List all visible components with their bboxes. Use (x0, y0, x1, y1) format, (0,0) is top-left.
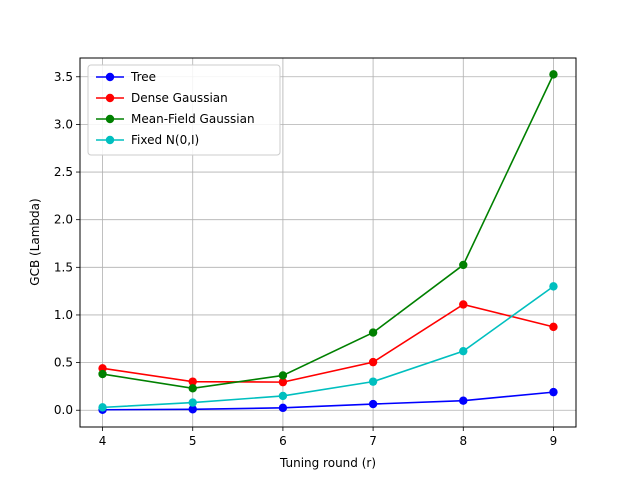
series-3 (98, 282, 558, 412)
series-line (102, 285, 554, 409)
data-point (278, 391, 288, 401)
data-point (368, 399, 378, 409)
data-point (188, 384, 197, 393)
x-tick-label: 8 (459, 434, 467, 448)
series-layer (98, 70, 558, 414)
x-tick-label: 9 (550, 434, 558, 448)
data-point (98, 369, 107, 379)
series-0 (98, 387, 558, 414)
plot-frame (79, 57, 577, 428)
series-line (102, 391, 554, 411)
data-point (368, 357, 378, 367)
grid-lines (80, 58, 576, 427)
y-axis: 0.0 0.5 1.0 1.5 2.0 2.5 3.0 3.5 (54, 70, 80, 417)
data-point (459, 396, 468, 405)
data-point (278, 377, 288, 387)
y-tick-label: 2.5 (54, 165, 73, 179)
x-tick-label: 4 (99, 434, 107, 448)
y-tick-label: 3.5 (54, 70, 73, 84)
x-axis: 4 5 6 7 8 9 (99, 427, 558, 448)
legend-label: Mean-Field Gaussian (131, 112, 255, 126)
x-tick-label: 6 (279, 434, 287, 448)
data-point (368, 377, 378, 386)
data-point (459, 260, 468, 270)
legend-marker (105, 93, 115, 103)
data-point (278, 371, 288, 380)
legend-box (87, 64, 281, 156)
y-tick-label: 0.5 (54, 356, 73, 370)
y-tick-label: 3.0 (54, 117, 73, 131)
legend-item: Fixed N(0,I) (96, 133, 199, 147)
data-point (459, 300, 468, 309)
data-point (188, 377, 197, 386)
data-point (459, 346, 468, 356)
y-axis-label: GCB (Lambda) (28, 198, 42, 285)
data-point (368, 328, 378, 337)
legend: Tree Dense Gaussian Mean-Field Gaussian Fix… (87, 64, 281, 156)
x-tick-label: 5 (189, 434, 197, 448)
y-tick-label: 2.0 (54, 213, 73, 227)
legend-marker (105, 114, 115, 124)
series-line (102, 74, 555, 390)
data-point (549, 282, 558, 291)
legend-item: Dense Gaussian (96, 91, 228, 105)
series-line (102, 303, 554, 383)
series-1 (98, 300, 558, 387)
y-tick-label: 1.0 (54, 308, 73, 322)
data-point (188, 398, 197, 407)
y-tick-label: 0.0 (54, 403, 73, 417)
data-point (188, 405, 197, 414)
data-point (549, 70, 558, 79)
x-axis-label: Tuning round (r) (279, 456, 376, 470)
legend-item: Tree (96, 70, 156, 84)
data-point (278, 403, 288, 413)
series-2 (98, 70, 558, 393)
data-point (98, 403, 107, 412)
data-point (549, 322, 558, 332)
legend-marker (105, 135, 115, 145)
legend-label: Fixed N(0,I) (131, 133, 199, 147)
x-tick-label: 7 (369, 434, 377, 448)
legend-label: Tree (130, 70, 156, 84)
y-tick-label: 1.5 (54, 260, 73, 274)
data-point (549, 387, 558, 397)
legend-item: Mean-Field Gaussian (96, 112, 255, 126)
legend-marker (105, 72, 115, 82)
legend-label: Dense Gaussian (131, 91, 228, 105)
